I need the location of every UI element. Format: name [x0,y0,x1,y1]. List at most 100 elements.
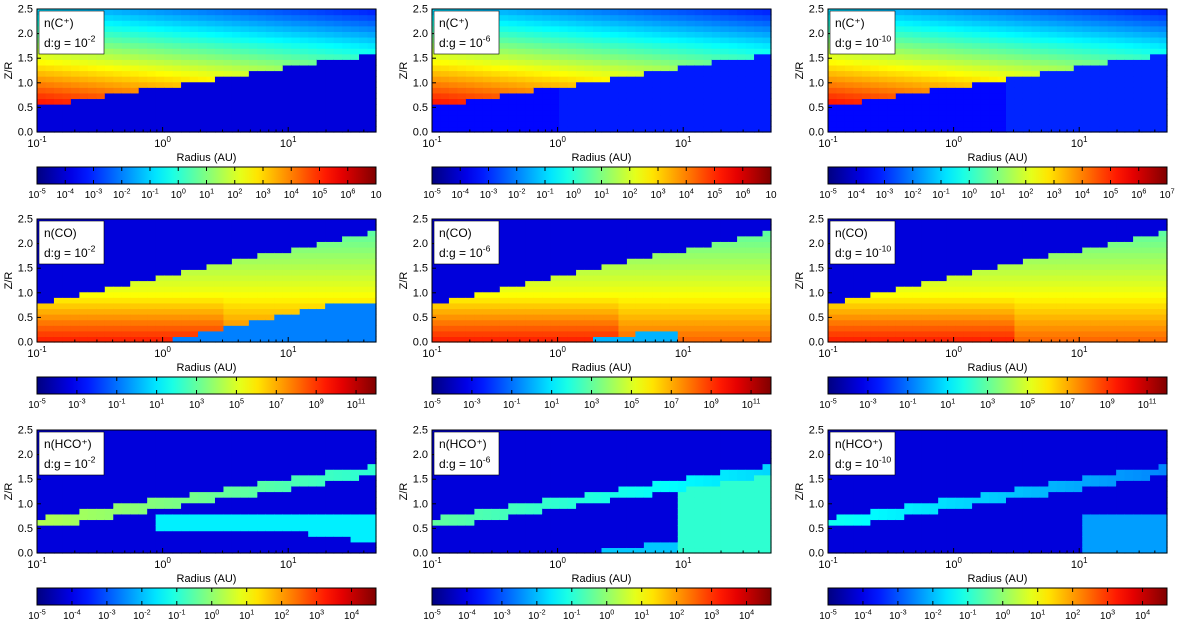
heatmap-cell [762,280,772,287]
heatmap-cell [525,269,535,276]
heatmap-cell [121,291,131,298]
heatmap-cell [737,297,747,304]
heatmap-cell [686,330,696,338]
heatmap-cell [465,291,475,298]
colorbar-tick-label: 101 [990,187,1005,202]
heatmap-cell [508,76,518,83]
heatmap-cell [626,81,636,88]
heatmap-cell [333,109,343,116]
heatmap-cell [87,319,97,326]
heatmap-cell [325,258,335,265]
heatmap-cell [1014,120,1024,128]
heatmap-cell [669,53,679,60]
heatmap-cell [567,319,577,326]
heatmap-cell [465,59,475,66]
heatmap-cell [567,274,577,282]
heatmap-cell [155,224,165,231]
heatmap-cell [652,308,662,315]
heatmap-cell [1082,48,1092,55]
heatmap-cell [929,48,939,55]
heatmap-cell [121,319,131,326]
heatmap-cell [198,120,208,128]
heatmap-cell [325,104,335,111]
heatmap-cell [206,246,216,254]
heatmap-cell [1039,25,1049,32]
heatmap-cell [333,9,343,16]
heatmap-cell [754,230,764,237]
heatmap-cell [87,92,97,100]
heatmap-cell [457,263,467,270]
heatmap-cell [711,81,721,88]
heatmap-cell [836,76,846,83]
heatmap-cell [291,64,301,72]
heatmap-cell [130,235,140,242]
annotation-box [433,10,500,55]
colorbar-tick-label: 103 [584,397,599,412]
heatmap-cell [1056,64,1066,72]
heatmap-cell [138,20,148,27]
heatmap-cell [1005,92,1016,100]
heatmap-cell [1005,36,1016,44]
heatmap-cell [955,59,965,66]
heatmap-cell [45,104,55,111]
heatmap-cell [1141,98,1151,105]
heatmap-cell [1158,104,1168,111]
annotation-box [38,10,105,55]
heatmap-cell [1124,20,1134,27]
heatmap-cell [1031,9,1041,16]
heatmap-cell [601,104,611,111]
heatmap-cell [576,31,586,38]
heatmap-cell [963,31,973,38]
heatmap-cell [643,274,653,282]
heatmap-cell [567,308,577,315]
heatmap-cell [79,319,89,326]
colorbar-tick-label: 107 [269,397,284,412]
heatmap-cell [1099,98,1109,105]
heatmap-cell [350,230,360,237]
heatmap-cell [754,9,764,16]
heatmap-cell [686,42,696,49]
heatmap-cell [282,269,292,276]
heatmap-cell [1090,53,1100,60]
heatmap-cell [214,235,225,242]
heatmap-cell [626,48,636,55]
heatmap-cell [367,314,377,321]
heatmap-cell [223,308,233,315]
heatmap-cell [231,115,241,122]
heatmap-cell [609,258,620,265]
heatmap-cell [525,53,535,60]
heatmap-cell [861,336,871,343]
heatmap-cell [198,48,208,55]
heatmap-cell [652,252,662,259]
heatmap-cell [694,87,704,94]
heatmap-cell [45,297,55,304]
heatmap-cell [37,319,47,326]
heatmap-cell [1005,104,1016,111]
heatmap-cell [963,81,973,88]
heatmap-cell [660,291,670,298]
heatmap-cell [878,120,888,128]
heatmap-cell [762,98,772,105]
heatmap-cell [1158,70,1168,77]
heatmap-cell [325,70,335,77]
heatmap-cell [474,120,484,128]
heatmap-cell [669,25,679,32]
heatmap-cell [172,48,182,55]
heatmap-cell [921,59,931,66]
heatmap-cell [189,269,199,276]
heatmap-cell [342,241,352,248]
heatmap-cell [626,87,636,94]
y-tick-label: 2.5 [413,4,428,16]
heatmap-cell [601,297,611,304]
heatmap-cell [147,224,157,231]
heatmap-cell [601,252,611,259]
heatmap-cell [938,59,948,66]
heatmap-cell [669,9,679,16]
heatmap-cell [265,92,275,100]
heatmap-cell [516,53,526,60]
heatmap-cell [198,302,208,310]
heatmap-cell [333,115,343,122]
heatmap-cell [79,280,89,287]
heatmap-cell [231,252,241,259]
heatmap-cell [333,308,343,315]
